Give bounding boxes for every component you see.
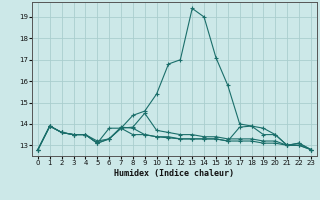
X-axis label: Humidex (Indice chaleur): Humidex (Indice chaleur) [115,169,234,178]
